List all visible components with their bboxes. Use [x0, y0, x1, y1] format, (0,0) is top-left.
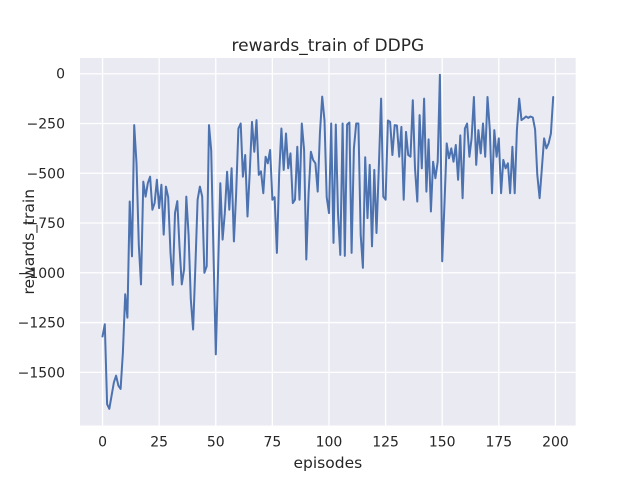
- y-tick-label: −1000: [18, 266, 65, 282]
- chart-title: rewards_train of DDPG: [232, 36, 425, 56]
- plot-area: [80, 58, 576, 426]
- series-line-rewards-train: [101, 73, 555, 410]
- y-tick-labels: 0 −250 −500 −750 −1000 −1250 −1500: [18, 67, 65, 382]
- y-tick-label: −500: [27, 166, 65, 182]
- x-tick-label: 125: [372, 435, 399, 451]
- x-tick-label: 50: [207, 435, 225, 451]
- x-tick-label: 175: [485, 435, 512, 451]
- x-tick-labels: 0 25 50 75 100 125 150 175 200: [98, 435, 569, 451]
- x-axis-label: episodes: [293, 454, 362, 472]
- x-tick-label: 200: [542, 435, 569, 451]
- y-tick-label: −750: [27, 216, 65, 232]
- y-tick-label: −1500: [18, 365, 65, 381]
- y-tick-label: −1250: [18, 316, 65, 332]
- y-tick-label: 0: [56, 67, 65, 83]
- x-tick-label: 25: [150, 435, 168, 451]
- x-tick-label: 0: [98, 435, 107, 451]
- x-tick-label: 100: [316, 435, 343, 451]
- gridlines: [80, 58, 576, 426]
- y-axis-label: rewards_train: [20, 189, 39, 295]
- y-tick-label: −250: [27, 116, 65, 132]
- x-tick-label: 150: [429, 435, 456, 451]
- x-tick-label: 75: [263, 435, 281, 451]
